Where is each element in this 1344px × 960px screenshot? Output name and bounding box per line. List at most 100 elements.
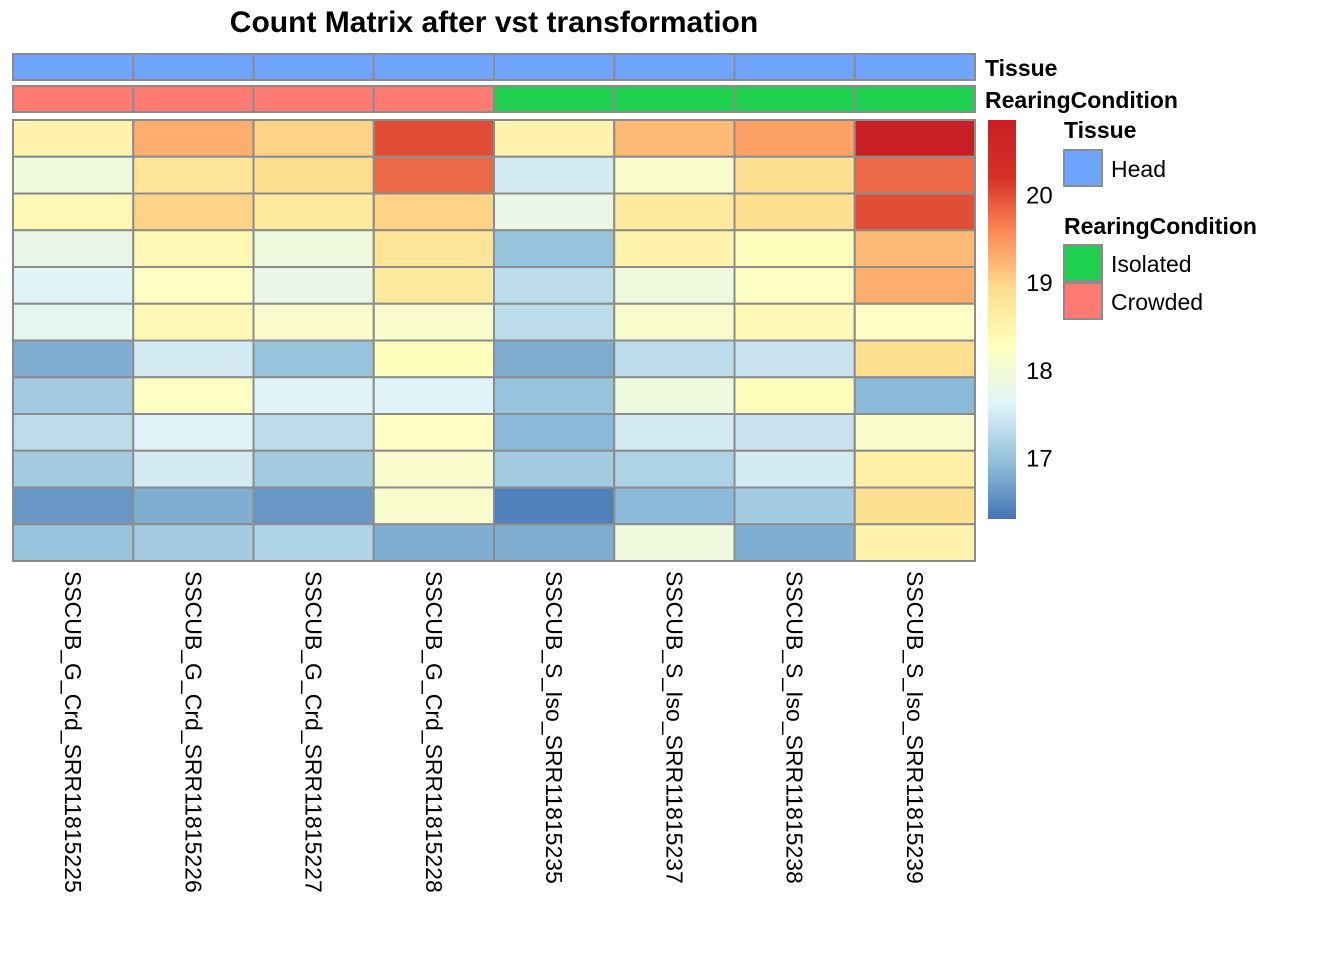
heatmap-cells [12, 119, 976, 562]
heatmap-cell-r6-c6 [613, 302, 736, 342]
heatmap-cell-r3-c7 [733, 192, 856, 232]
annotation-cell-rearingcondition-5 [493, 85, 616, 113]
heatmap-cell-r12-c8 [853, 523, 976, 562]
heatmap-cell-r4-c8 [853, 229, 976, 268]
heatmap-cell-r1-c8 [853, 119, 976, 158]
heatmap-cell-r6-c8 [853, 302, 976, 342]
heatmap-cell-r10-c6 [613, 449, 736, 489]
heatmap-cell-r10-c3 [252, 449, 375, 489]
annotation-cell-rearingcondition-3 [252, 85, 375, 113]
column-label-3: SSCUB_G_Crd_SRR11815227 [301, 571, 327, 893]
heatmap-cell-r12-c1 [12, 523, 135, 562]
heatmap-cell-r8-c3 [252, 376, 375, 415]
chart-title: Count Matrix after vst transformation [230, 6, 758, 39]
heatmap-cell-r8-c4 [372, 376, 495, 415]
legend-title-tissue: Tissue [1064, 117, 1136, 143]
heatmap-cell-r7-c7 [733, 339, 856, 379]
heatmap-cell-r3-c1 [12, 192, 135, 232]
legend-swatch-isolated [1063, 244, 1103, 282]
heatmap-cell-r8-c5 [493, 376, 616, 415]
heatmap-cell-r3-c8 [853, 192, 976, 232]
heatmap-cell-r10-c2 [132, 449, 255, 489]
heatmap-cell-r1-c1 [12, 119, 135, 158]
heatmap-cell-r5-c7 [733, 266, 856, 305]
heatmap-cell-r10-c8 [853, 449, 976, 489]
heatmap-cell-r4-c1 [12, 229, 135, 268]
heatmap-cell-r9-c5 [493, 413, 616, 452]
heatmap-cell-r5-c1 [12, 266, 135, 305]
heatmap-cell-r2-c5 [493, 155, 616, 195]
annotation-cell-rearingcondition-7 [733, 85, 856, 113]
heatmap-cell-r9-c6 [613, 413, 736, 452]
heatmap-cell-r2-c4 [372, 155, 495, 195]
heatmap-cell-r12-c6 [613, 523, 736, 562]
legend-label-isolated: Isolated [1111, 251, 1192, 277]
annotation-label-tissue: Tissue [985, 55, 1057, 81]
heatmap-cell-r3-c6 [613, 192, 736, 232]
heatmap-cell-r12-c4 [372, 523, 495, 562]
heatmap-cell-r4-c2 [132, 229, 255, 268]
annotation-label-rearingcondition: RearingCondition [985, 87, 1178, 113]
heatmap-cell-r5-c6 [613, 266, 736, 305]
annotation-cell-tissue-8 [853, 53, 976, 81]
heatmap-cell-r3-c5 [493, 192, 616, 232]
annotation-cell-rearingcondition-1 [12, 85, 135, 113]
column-label-4: SSCUB_G_Crd_SRR11815228 [421, 571, 447, 893]
heatmap-cell-r1-c2 [132, 119, 255, 158]
legend: Tissue Head RearingCondition Isolated Crowde… [1063, 117, 1257, 320]
heatmap-cell-r7-c5 [493, 339, 616, 379]
heatmap-cell-r1-c4 [372, 119, 495, 158]
heatmap-cell-r10-c1 [12, 449, 135, 489]
heatmap-cell-r8-c2 [132, 376, 255, 415]
heatmap-cell-r9-c3 [252, 413, 375, 452]
legend-title-rearingcondition: RearingCondition [1064, 213, 1257, 239]
heatmap-cell-r11-c6 [613, 486, 736, 526]
legend-label-crowded: Crowded [1111, 289, 1203, 315]
heatmap-cell-r9-c8 [853, 413, 976, 452]
heatmap-cell-r12-c3 [252, 523, 375, 562]
heatmap-cell-r4-c4 [372, 229, 495, 268]
column-label-5: SSCUB_S_Iso_SRR11815235 [541, 571, 567, 884]
heatmap-cell-r6-c5 [493, 302, 616, 342]
annotation-cell-rearingcondition-6 [613, 85, 736, 113]
column-label-6: SSCUB_S_Iso_SRR11815237 [661, 571, 687, 884]
annotation-cell-tissue-2 [132, 53, 255, 81]
heatmap-cell-r2-c1 [12, 155, 135, 195]
colorbar-tick-20: 20 [1026, 183, 1053, 210]
heatmap-cell-r2-c3 [252, 155, 375, 195]
heatmap-cell-r2-c8 [853, 155, 976, 195]
heatmap-cell-r5-c3 [252, 266, 375, 305]
colorbar-tick-17: 17 [1026, 446, 1053, 473]
heatmap-cell-r3-c3 [252, 192, 375, 232]
heatmap-cell-r1-c7 [733, 119, 856, 158]
heatmap-cell-r11-c8 [853, 486, 976, 526]
heatmap-cell-r1-c6 [613, 119, 736, 158]
heatmap-cell-r7-c2 [132, 339, 255, 379]
heatmap-cell-r6-c2 [132, 302, 255, 342]
heatmap-cell-r7-c6 [613, 339, 736, 379]
colorbar-gradient [988, 120, 1016, 519]
heatmap-cell-r8-c1 [12, 376, 135, 415]
heatmap-cell-r10-c5 [493, 449, 616, 489]
heatmap-cell-r6-c4 [372, 302, 495, 342]
heatmap-cell-r8-c7 [733, 376, 856, 415]
heatmap-cell-r8-c6 [613, 376, 736, 415]
colorbar-tick-18: 18 [1026, 358, 1053, 385]
heatmap-cell-r2-c6 [613, 155, 736, 195]
heatmap-cell-r11-c3 [252, 486, 375, 526]
annotation-cell-tissue-5 [493, 53, 616, 81]
annotation-cell-tissue-3 [252, 53, 375, 81]
legend-label-head: Head [1111, 156, 1166, 182]
annotation-cell-tissue-7 [733, 53, 856, 81]
column-label-7: SSCUB_S_Iso_SRR11815238 [782, 571, 808, 884]
heatmap-cell-r4-c5 [493, 229, 616, 268]
heatmap-cell-r1-c5 [493, 119, 616, 158]
annotation-cell-rearingcondition-4 [372, 85, 495, 113]
heatmap-cell-r12-c2 [132, 523, 255, 562]
heatmap-cell-r11-c2 [132, 486, 255, 526]
heatmap-cell-r12-c5 [493, 523, 616, 562]
heatmap-cell-r9-c1 [12, 413, 135, 452]
colorbar: 17 18 19 20 [988, 120, 1053, 519]
heatmap-cell-r9-c7 [733, 413, 856, 452]
